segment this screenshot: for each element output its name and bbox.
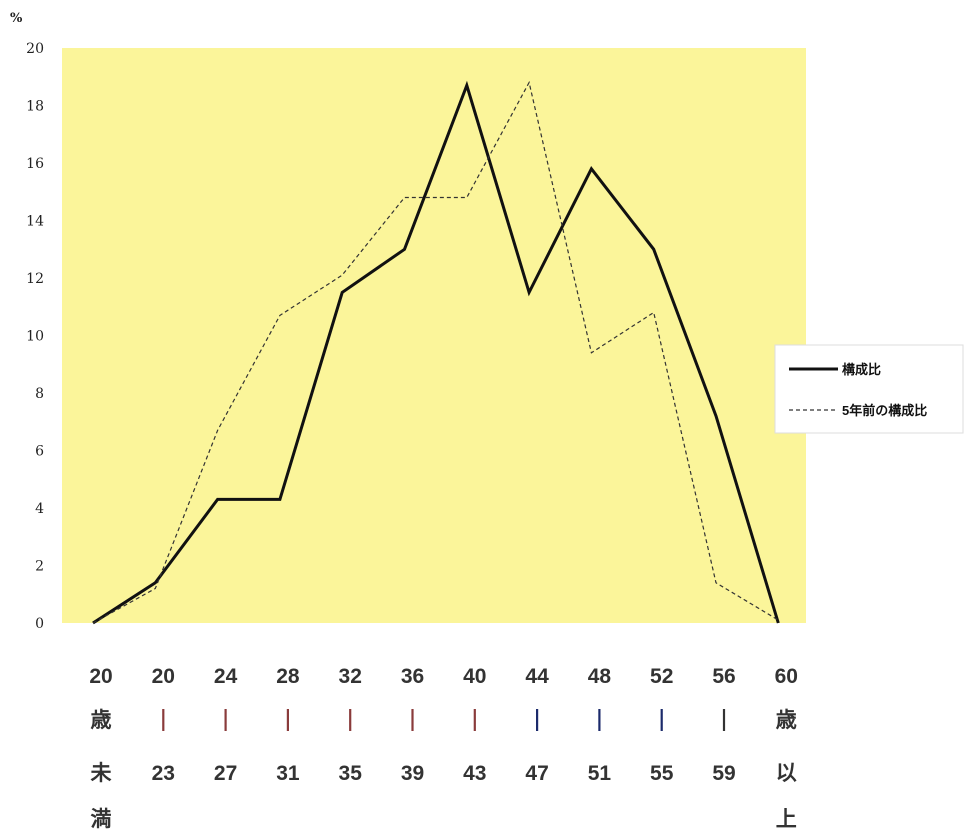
y-tick-label: 18 [26,99,44,115]
series-line-composition-5yrs-ago [92,80,779,624]
legend-label: 5年前の構成比 [842,403,927,418]
x-category-label: 44 47 [525,665,549,785]
x-category-text: 満 [91,808,112,831]
x-category-label: 20 歳未満 [89,665,112,831]
x-category-text: 47 [525,762,548,785]
x-category-text: 44 [525,665,549,688]
y-tick-label: 8 [35,386,44,402]
y-tick-label: 14 [26,214,44,230]
x-axis-categories: 20歳未満20232427283132353639404344474851525… [89,665,798,831]
x-category-text: 28 [276,665,300,688]
x-category-text: 56 [712,665,735,688]
plot-area [62,48,806,623]
x-category-text: 以 [776,762,797,785]
y-tick-label: 12 [26,271,44,287]
y-tick-label: 20 [26,41,44,57]
series-layer [92,80,780,625]
x-category-text: 43 [463,762,486,785]
y-axis: 0 2 4 6 8 10 12 14 16 18 20 [26,41,44,632]
x-category-text: 上 [776,808,797,831]
x-category-text: 40 [463,665,486,688]
x-category-text: 60 [775,665,798,688]
y-tick-label: 2 [35,559,44,575]
x-category-text: 31 [276,762,300,785]
x-category-label: 52 55 [650,665,674,785]
y-tick-label: 10 [26,329,44,345]
x-category-label: 56 59 [712,665,735,785]
series-line-composition [92,80,780,625]
x-category-label: 28 31 [276,665,300,785]
legend: 構成比 5年前の構成比 [774,344,964,434]
x-category-text: 52 [650,665,673,688]
x-category-label: 24 27 [214,665,238,785]
x-category-label: 60 歳以上 [775,665,798,831]
x-category-text: 歳 [776,709,797,732]
x-category-label: 32 35 [339,665,363,785]
y-tick-label: 6 [35,444,44,460]
y-tick-label: 16 [26,156,44,172]
x-category-text: 36 [401,665,424,688]
y-tick-label: 4 [35,501,44,517]
x-category-text: 55 [650,762,674,785]
x-category-text: 未 [91,762,112,785]
x-category-text: 24 [214,665,238,688]
legend-box [774,344,964,434]
x-category-text: 51 [588,762,612,785]
x-category-text: 32 [339,665,362,688]
x-category-text: 23 [152,762,175,785]
x-category-label: 40 43 [463,665,486,785]
x-category-text: 35 [339,762,363,785]
x-category-text: 歳 [91,709,112,732]
x-category-text: 20 [89,665,112,688]
x-category-text: 48 [588,665,612,688]
x-category-label: 48 51 [588,665,612,785]
y-tick-label: 0 [35,616,44,632]
x-category-text: 27 [214,762,237,785]
x-category-text: 39 [401,762,424,785]
legend-label: 構成比 [842,362,881,377]
y-unit-label: % [10,11,23,26]
x-category-label: 36 39 [401,665,424,785]
x-category-text: 20 [152,665,175,688]
x-category-text: 59 [712,762,735,785]
